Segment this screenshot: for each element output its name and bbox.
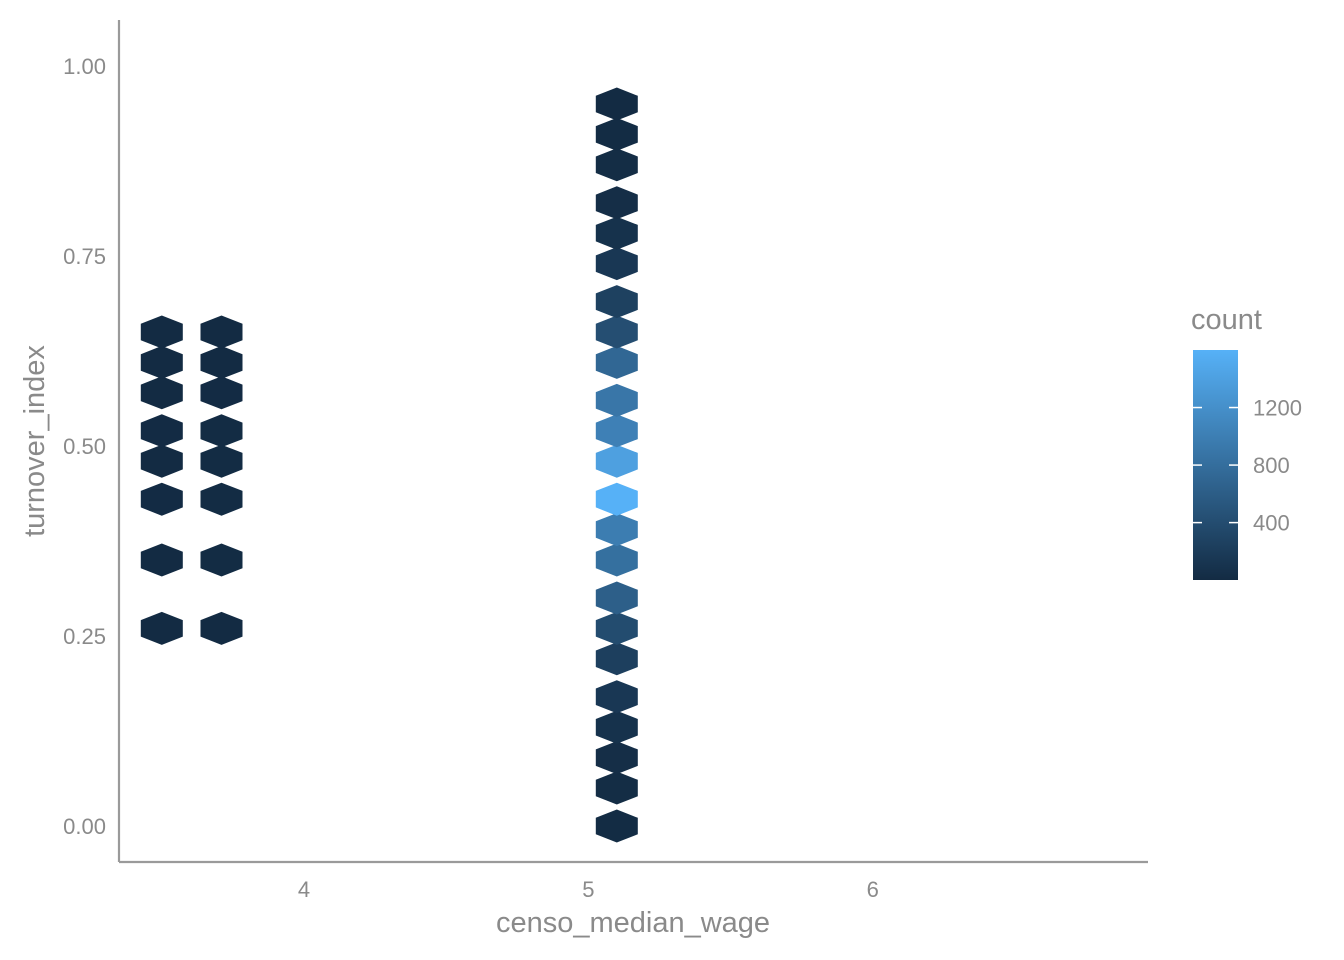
- hex-bin: [200, 543, 243, 577]
- hex-bin: [140, 543, 183, 577]
- hex-bin: [140, 611, 183, 645]
- hex-bin: [595, 771, 638, 805]
- hex-bin: [200, 444, 243, 478]
- hex-bin: [595, 345, 638, 379]
- y-tick-label: 0.75: [63, 244, 106, 269]
- hex-bin: [595, 87, 638, 121]
- legend-ticks: 400 800 1200: [1193, 396, 1302, 536]
- x-axis-title: censo_median_wage: [496, 907, 770, 939]
- hex-bin: [140, 345, 183, 379]
- hex-bin: [595, 482, 638, 516]
- hex-bin: [595, 710, 638, 744]
- hex-bin: [595, 414, 638, 448]
- y-axis-title: turnover_index: [19, 345, 51, 537]
- hex-bin: [595, 315, 638, 349]
- hex-bin: [595, 117, 638, 151]
- hex-bin: [595, 611, 638, 645]
- hex-bin: [595, 741, 638, 775]
- hex-bin: [595, 148, 638, 182]
- hex-bin: [595, 285, 638, 319]
- hex-bin: [595, 186, 638, 220]
- hex-bin: [595, 444, 638, 478]
- hex-bin: [200, 611, 243, 645]
- legend-title: count: [1191, 304, 1262, 336]
- hex-bin: [140, 376, 183, 410]
- x-tick-label: 4: [298, 877, 310, 902]
- y-tick-label: 1.00: [63, 54, 106, 79]
- hex-bin: [595, 216, 638, 250]
- x-tick-label: 6: [867, 877, 879, 902]
- hex-bin: [200, 345, 243, 379]
- y-tick-label: 0.00: [63, 814, 106, 839]
- x-axis-ticks: 4 5 6: [298, 877, 879, 902]
- hex-bin: [140, 444, 183, 478]
- y-axis-ticks: 0.00 0.25 0.50 0.75 1.00: [63, 54, 106, 839]
- hex-bin: [595, 642, 638, 676]
- hex-bin: [200, 376, 243, 410]
- hex-bin: [140, 414, 183, 448]
- hex-bin: [595, 247, 638, 281]
- hex-bin: [200, 414, 243, 448]
- y-tick-label: 0.25: [63, 624, 106, 649]
- hex-bin: [200, 315, 243, 349]
- hex-bin: [595, 680, 638, 714]
- hexbin-layer: [140, 87, 638, 843]
- legend-tick-label: 800: [1253, 453, 1290, 478]
- hex-bin: [200, 482, 243, 516]
- hex-bin: [140, 482, 183, 516]
- hex-bin: [595, 581, 638, 615]
- x-tick-label: 5: [582, 877, 594, 902]
- hex-bin: [595, 383, 638, 417]
- legend-tick-label: 1200: [1253, 396, 1302, 421]
- fill-legend: count 400 800 1200: [1191, 304, 1302, 580]
- hex-bin: [595, 809, 638, 843]
- hex-bin: [595, 513, 638, 547]
- hex-bin: [140, 315, 183, 349]
- legend-tick-label: 400: [1253, 511, 1290, 536]
- hex-bin: [595, 543, 638, 577]
- y-tick-label: 0.50: [63, 434, 106, 459]
